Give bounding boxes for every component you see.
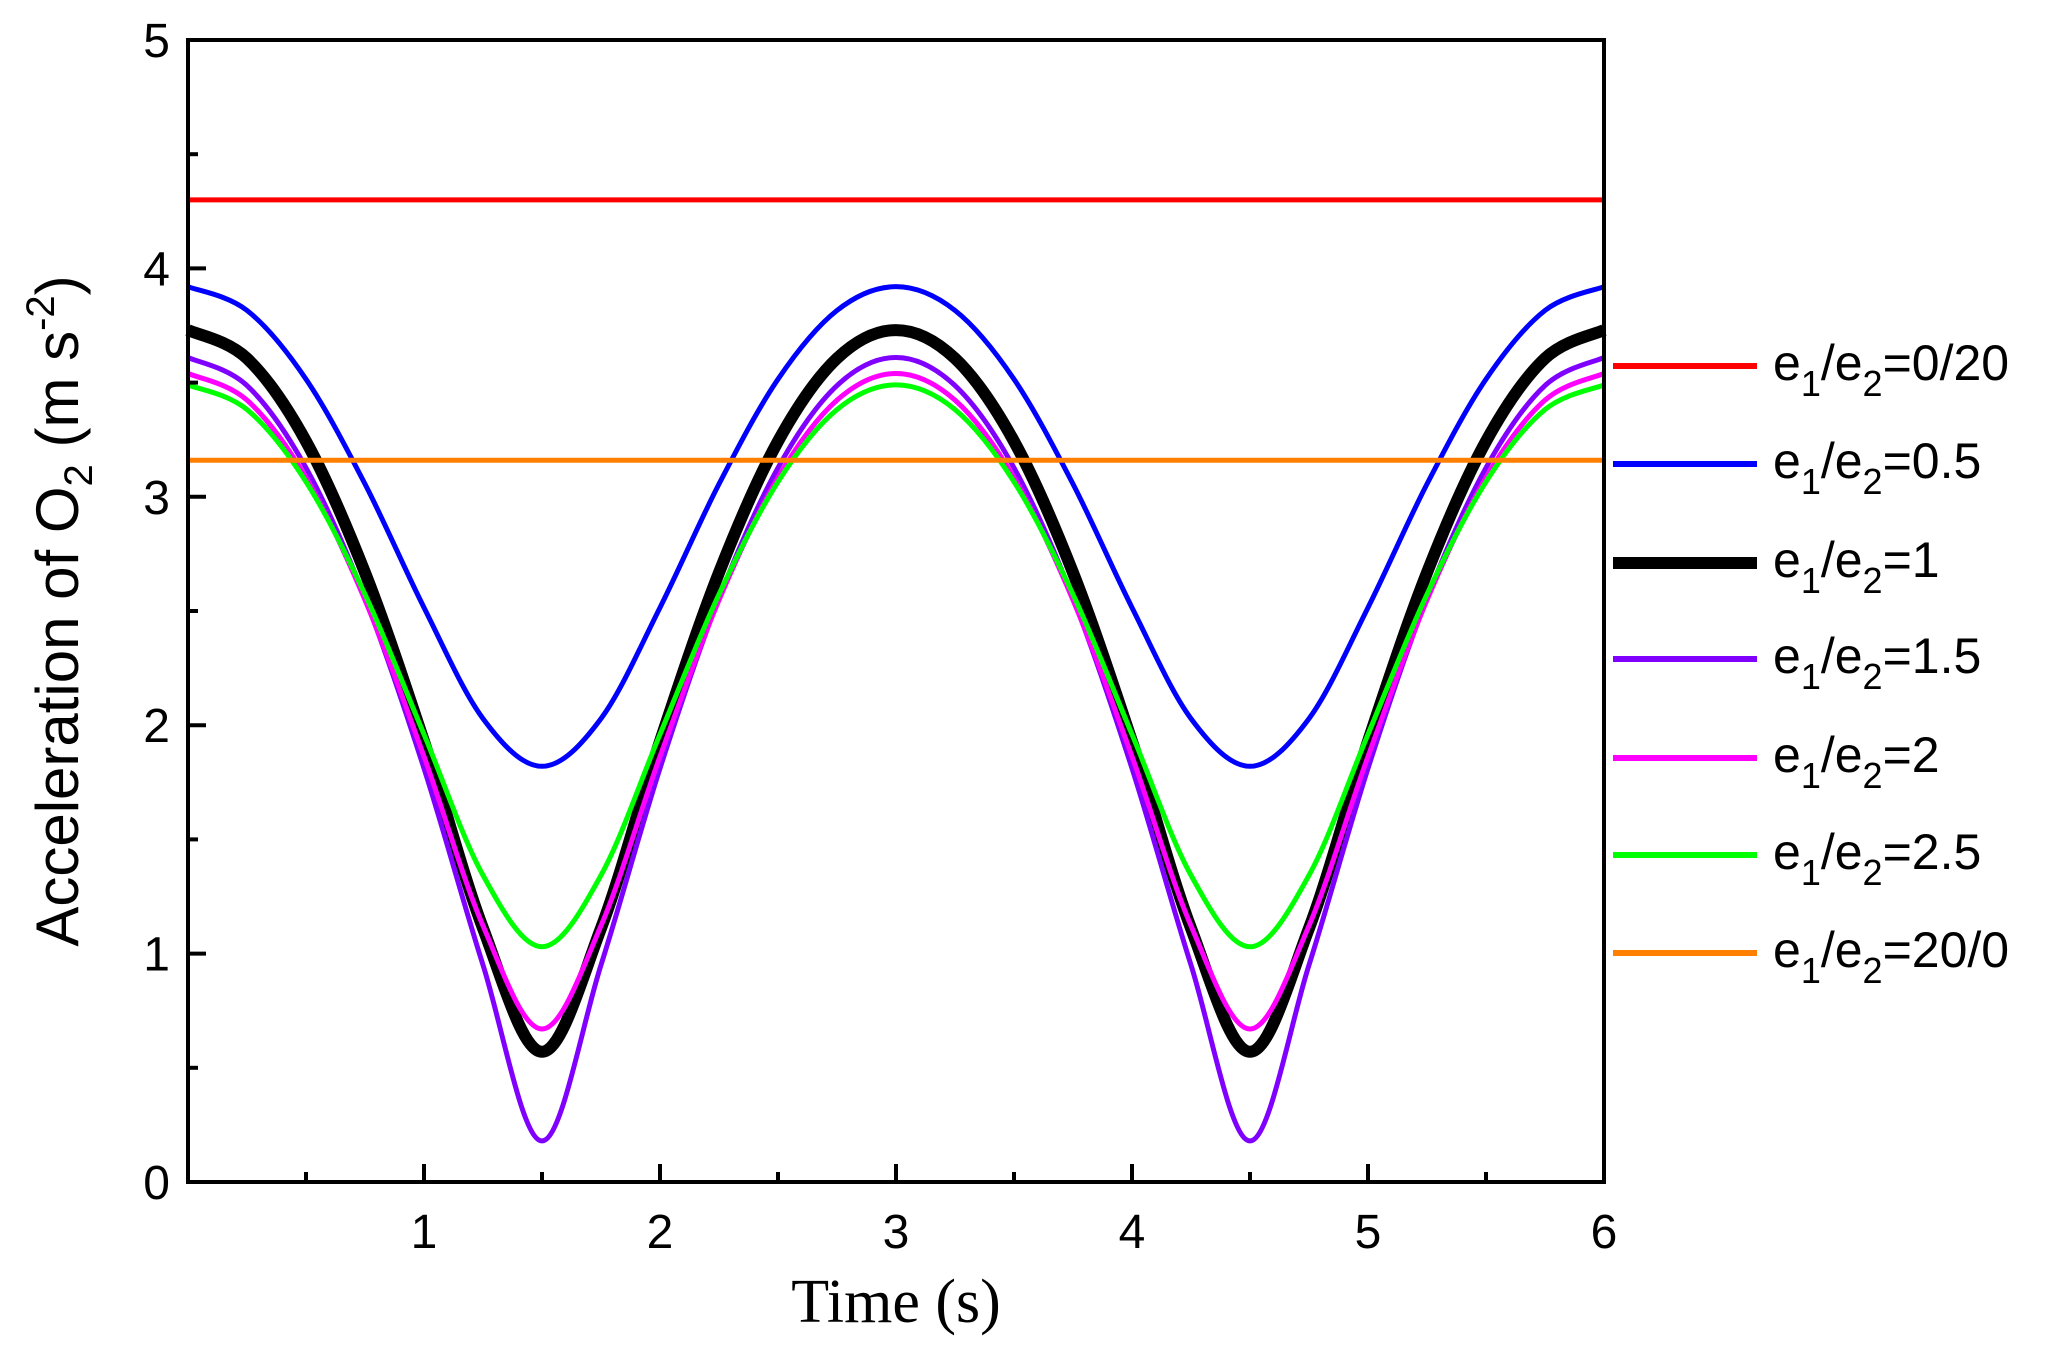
x-tick-label: 4	[1119, 1206, 1146, 1259]
series-line-2	[185, 324, 1607, 1058]
x-tick-label: 5	[1355, 1206, 1382, 1259]
y-tick-label: 0	[143, 1157, 170, 1210]
series-line-5	[187, 382, 1605, 950]
plot-frame	[186, 38, 1606, 1184]
x-tick-label: 6	[1591, 1206, 1618, 1259]
legend: e1/e2=0/20 e1/e2=0.5 e1/e2=1 e1/e2=1.5 e1/e2…	[1613, 335, 2009, 991]
legend-label-3: e1/e2=1.5	[1773, 628, 1981, 697]
x-tick-label: 3	[883, 1206, 910, 1259]
x-tick-label: 2	[647, 1206, 674, 1259]
legend-label-1: e1/e2=0.5	[1773, 433, 1981, 502]
x-tick-label: 1	[411, 1206, 438, 1259]
y-axis-label: Acceleration of O2 (m s-2)	[19, 275, 101, 946]
y-tick-label: 5	[143, 15, 170, 68]
x-axis-label: Time (s)	[791, 1268, 1001, 1336]
legend-label-4: e1/e2=2	[1773, 727, 1940, 796]
y-tick-label: 3	[143, 472, 170, 525]
y-tick-label: 4	[143, 243, 170, 296]
legend-label-0: e1/e2=0/20	[1773, 335, 2009, 404]
legend-label-2: e1/e2=1	[1773, 532, 1940, 601]
series-line-4	[186, 370, 1606, 1032]
series-line-1	[187, 284, 1605, 769]
legend-label-5: e1/e2=2.5	[1773, 824, 1981, 893]
y-tick-label: 1	[143, 929, 170, 982]
y-tick-label: 2	[143, 700, 170, 753]
ticks-layer: 1 2 3 4 5 6 0 1 2 3 4 5	[143, 15, 1617, 1259]
series-line-3	[186, 354, 1606, 1144]
series-layer	[185, 197, 1607, 1144]
legend-label-6: e1/e2=20/0	[1773, 922, 2009, 991]
